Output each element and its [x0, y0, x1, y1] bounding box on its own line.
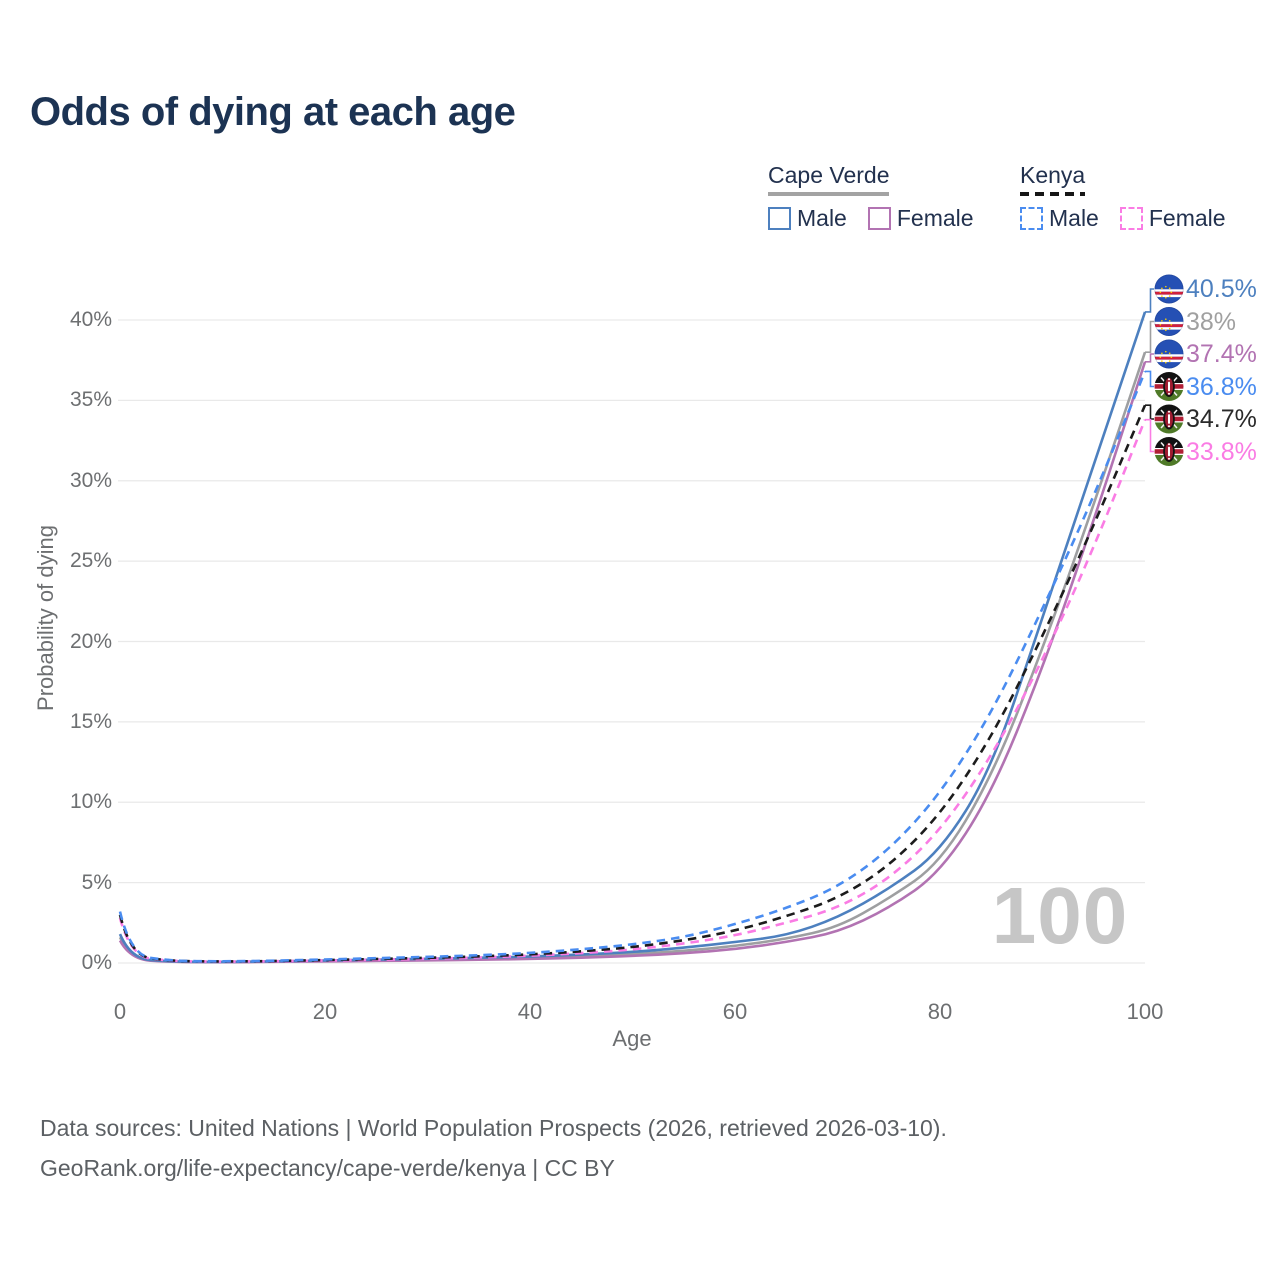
x-tick-label: 100	[1126, 999, 1164, 1024]
legend-group-kenya: Kenya Male Female	[1020, 162, 1226, 232]
y-tick-label: 10%	[69, 790, 112, 814]
legend-item-cape-verde-male[interactable]: Male	[768, 205, 847, 232]
y-tick-label: 15%	[69, 709, 112, 733]
series-line-cape-verde-male	[118, 311, 1147, 964]
kenya-flag-icon	[1154, 404, 1184, 434]
end-label-connector	[1145, 288, 1154, 313]
checkbox-kenya-female[interactable]	[1119, 207, 1143, 230]
x-tick-label: 40	[517, 999, 543, 1024]
kenya-flag-icon	[1154, 437, 1184, 466]
end-label-connector	[1145, 370, 1154, 388]
checkbox-cape-verde-male[interactable]	[768, 207, 791, 230]
data-sources-text: Data sources: United Nations | World Pop…	[40, 1115, 947, 1141]
x-tick-label: 60	[722, 999, 748, 1024]
end-label-value: 40.5%	[1186, 275, 1257, 303]
legend-item-cape-verde-female[interactable]: Female	[867, 205, 974, 232]
legend-country-cape-verde: Cape Verde	[768, 162, 890, 196]
series-line-kenya-male	[118, 370, 1147, 963]
end-label-value: 33.8%	[1186, 437, 1257, 466]
end-label-value: 38%	[1186, 307, 1237, 336]
y-tick-label: 40%	[69, 308, 112, 331]
legend-item-label: Female	[1148, 205, 1226, 231]
cape-verde-flag-icon	[1154, 306, 1184, 336]
end-label-value: 34.7%	[1186, 405, 1257, 433]
attribution-text: GeoRank.org/life-expectancy/cape-verde/k…	[40, 1155, 615, 1181]
end-label-connector	[1145, 404, 1154, 420]
legend-group-cape-verde: Cape Verde Male Female	[768, 162, 974, 232]
y-tick-label: 5%	[81, 870, 112, 894]
y-tick-label: 25%	[69, 549, 112, 573]
legend-item-kenya-female[interactable]: Female	[1119, 205, 1226, 232]
series-line-kenya-combined	[118, 404, 1147, 963]
end-label-connector	[1145, 418, 1154, 453]
kenya-line-style-swatch	[1020, 192, 1086, 196]
page-title: Odds of dying at each age	[30, 90, 516, 134]
cape-verde-line-style-swatch	[768, 192, 890, 196]
cape-verde-flag-icon	[1154, 339, 1184, 369]
y-tick-label: 0%	[81, 951, 112, 974]
gridlines	[118, 319, 1145, 964]
legend-item-label: Female	[896, 205, 974, 231]
legend-item-label: Male	[1049, 205, 1099, 231]
end-label-value: 37.4%	[1186, 340, 1257, 368]
cape-verde-flag-icon	[1154, 274, 1184, 304]
series-lines	[118, 311, 1147, 964]
x-tick-label: 0	[113, 999, 127, 1024]
y-tick-label: 35%	[69, 388, 112, 412]
legend-item-label: Male	[797, 205, 847, 231]
kenya-flag-icon	[1154, 372, 1184, 401]
footer: Data sources: United Nations | World Pop…	[40, 1108, 947, 1188]
checkbox-cape-verde-female[interactable]	[867, 207, 891, 230]
x-tick-label: 20	[312, 999, 338, 1024]
legend-item-kenya-male[interactable]: Male	[1020, 205, 1099, 232]
age-watermark: 100	[991, 871, 1129, 960]
x-tick-label: 80	[927, 999, 953, 1024]
x-axis-label: Age	[612, 1026, 652, 1051]
end-label-value: 36.8%	[1186, 372, 1257, 401]
checkbox-kenya-male[interactable]	[1020, 207, 1043, 230]
y-tick-label: 20%	[69, 629, 112, 653]
end-label-markers	[1145, 274, 1184, 466]
y-tick-label: 30%	[69, 468, 112, 492]
legend-country-kenya: Kenya	[1020, 162, 1086, 196]
end-label-connector	[1145, 353, 1154, 363]
end-label-connector	[1145, 320, 1154, 353]
